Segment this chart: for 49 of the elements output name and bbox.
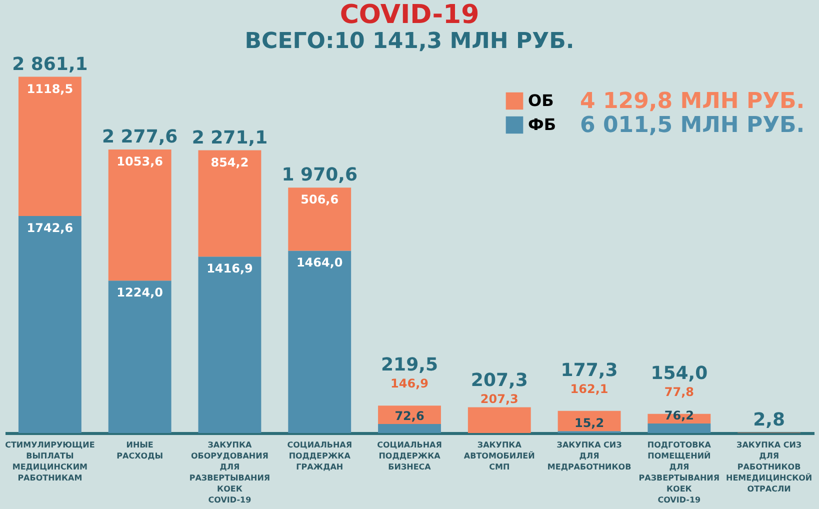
x-tick-label: СОЦИАЛЬНАЯ ПОДДЕРЖКА ГРАЖДАН — [287, 440, 352, 472]
data-label: 162,1 — [570, 382, 608, 396]
data-label: 1742,6 — [26, 221, 74, 236]
annotation: 6 011,5 МЛН РУБ. — [580, 113, 805, 138]
total-label: 2 271,1 — [192, 127, 268, 148]
x-tick-label: СТИМУЛИРУЮЩИЕ ВЫПЛАТЫ МЕДИЦИНСКИМ РАБОТНИКАМ — [5, 440, 95, 482]
x-tick-label: ПОДГОТОВКА ПОМЕЩЕНИЙ ДЛЯ РАЗВЕРТЫВАНИЯ КОЕК COVID-19 — [638, 440, 720, 504]
data-label: 1118,5 — [26, 82, 74, 96]
bar — [18, 76, 82, 216]
bar — [198, 256, 262, 433]
data-label: 1464,0 — [296, 256, 343, 270]
total-label: 2,8 — [753, 410, 785, 431]
data-label: 207,3 — [470, 370, 528, 392]
total-label: 2 277,6 — [102, 126, 178, 148]
annotation: 4 129,8 МЛН РУБ. — [580, 89, 805, 114]
legend-label: ФБ — [528, 115, 556, 134]
data-label: 146,9 — [390, 376, 428, 391]
x-tick-label: ЗАКУПКА СИЗ ДЛЯ РАБОТНИКОВ НЕМЕДИЦИНСКОЙ ОТРАСЛИ — [726, 440, 812, 494]
data-label: 854,2 — [210, 155, 249, 170]
bar — [468, 407, 531, 433]
x-tick-label: ЗАКУПКА СИЗ ДЛЯ МЕДРАБОТНИКОВ — [547, 440, 632, 472]
chart-subtitle: ВСЕГО:10 141,3 МЛН РУБ. — [244, 28, 574, 54]
total-label: 2 861,1 — [12, 54, 88, 75]
chart-title: COVID-19 — [340, 0, 480, 30]
total-label: 154,0 — [650, 362, 708, 384]
total-label: 177,3 — [560, 360, 618, 381]
total-label: 207,3 — [480, 392, 518, 406]
bar — [378, 424, 441, 433]
x-tick-label: ЗАКУПКА ОБОРУДОВАНИЯ ДЛЯ РАЗВЕРТЫВАНИЯ КОЕК COVID-19 — [189, 440, 270, 504]
data-label: 15,2 — [574, 416, 604, 430]
bar — [108, 280, 172, 433]
legend-label: ОБ — [528, 91, 554, 110]
bar — [18, 216, 82, 433]
bar — [108, 149, 172, 281]
data-label: 1053,6 — [116, 154, 163, 168]
data-label: 506,6 — [300, 192, 339, 207]
data-label: 1416,9 — [206, 262, 253, 276]
bar — [648, 424, 711, 433]
data-label: 72,6 — [394, 408, 424, 423]
data-label: 77,8 — [664, 384, 694, 399]
bar — [198, 150, 262, 257]
total-label: 219,5 — [381, 354, 438, 376]
x-tick-label: ЗАКУПКА АВТОМОБИЛЕЙ СМП — [464, 440, 535, 472]
x-tick-label: СОЦИАЛЬНАЯ ПОДДЕРЖКА БИЗНЕСА — [377, 440, 442, 472]
x-tick-label: ИНЫЕ РАСХОДЫ — [116, 440, 163, 460]
total-label: 1 970,6 — [282, 164, 358, 186]
data-label: 1224,0 — [116, 286, 163, 300]
bar — [288, 250, 352, 433]
bar — [288, 188, 352, 251]
